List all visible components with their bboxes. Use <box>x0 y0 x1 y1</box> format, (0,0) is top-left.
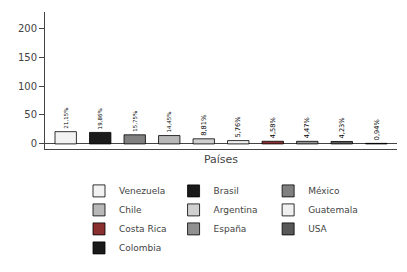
svg-text:5,76%: 5,76% <box>234 117 242 138</box>
svg-text:0: 0 <box>31 138 37 149</box>
svg-text:4,23%: 4,23% <box>338 117 346 138</box>
svg-text:Chile: Chile <box>119 205 142 215</box>
svg-text:USA: USA <box>308 224 327 234</box>
svg-text:Colombia: Colombia <box>119 243 161 253</box>
svg-text:8,81%: 8,81% <box>200 115 208 136</box>
svg-text:Países: Países <box>204 153 238 166</box>
svg-text:14,45%: 14,45% <box>166 111 172 132</box>
svg-text:15,75%: 15,75% <box>132 111 138 132</box>
svg-text:100: 100 <box>18 81 37 92</box>
svg-text:Brasil: Brasil <box>214 186 239 196</box>
svg-text:150: 150 <box>18 52 37 63</box>
svg-text:4,47%: 4,47% <box>303 117 311 138</box>
svg-text:Argentina: Argentina <box>214 205 258 215</box>
svg-text:4,58%: 4,58% <box>269 117 277 138</box>
svg-text:21,15%: 21,15% <box>63 108 69 129</box>
svg-text:200: 200 <box>18 23 37 34</box>
svg-text:España: España <box>214 224 247 234</box>
svg-text:Costa Rica: Costa Rica <box>119 224 167 234</box>
svg-text:19,86%: 19,86% <box>97 108 103 129</box>
svg-text:Guatemala: Guatemala <box>308 205 358 215</box>
svg-text:0,94%: 0,94% <box>373 119 381 140</box>
svg-text:México: México <box>308 186 340 196</box>
svg-text:50: 50 <box>24 109 37 120</box>
svg-text:Venezuela: Venezuela <box>119 186 165 196</box>
